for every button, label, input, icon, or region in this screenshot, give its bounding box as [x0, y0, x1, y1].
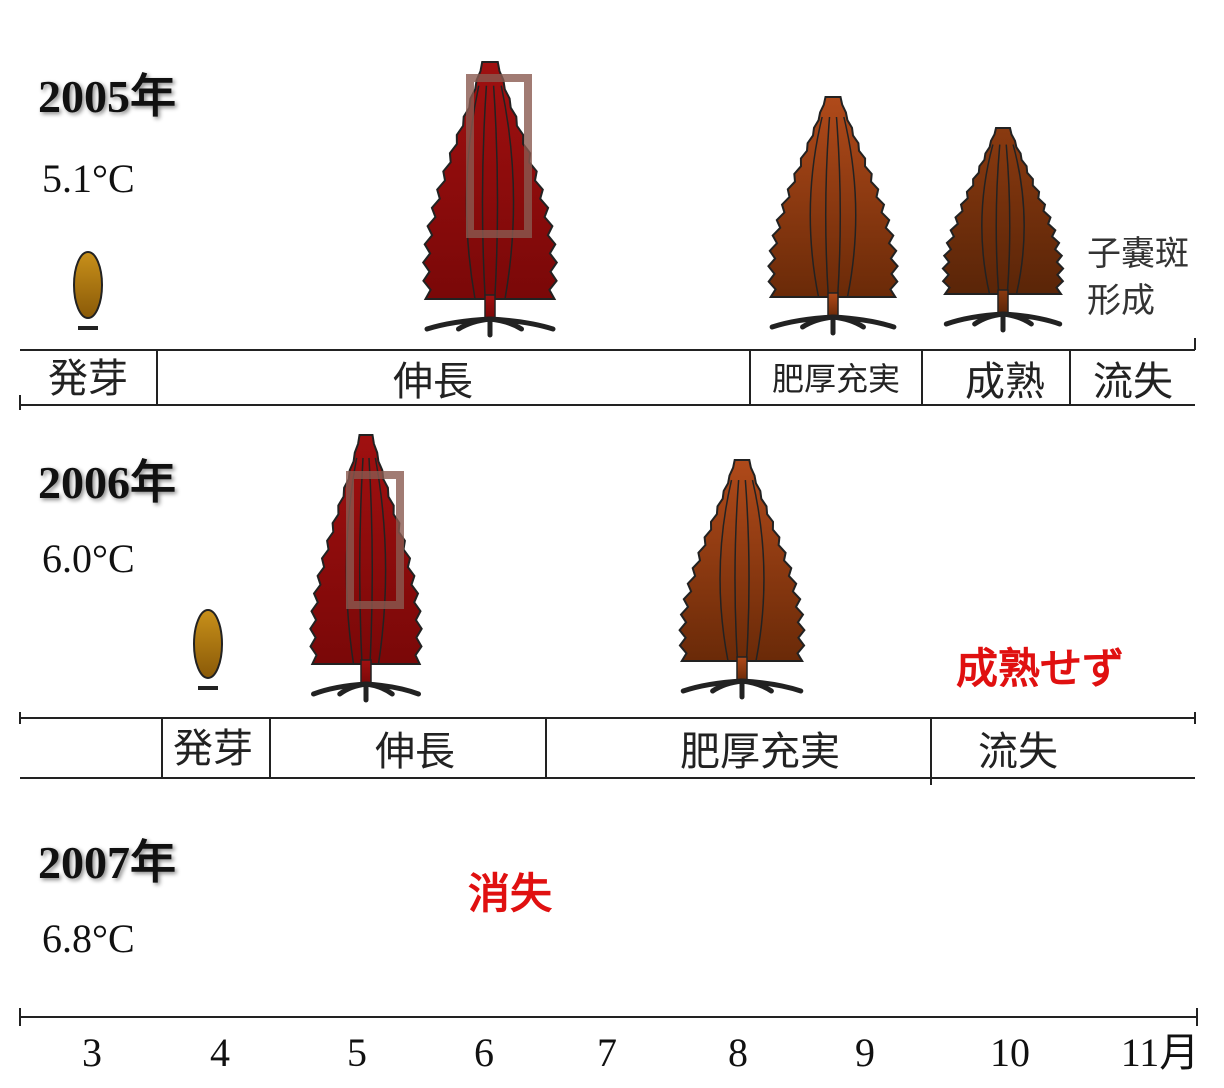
- kelp-vein: [843, 116, 857, 298]
- month-label: 4: [210, 1030, 230, 1075]
- sprout-blade: [73, 251, 103, 319]
- kelp-stipe: [997, 289, 1009, 315]
- kelp-vein: [1005, 144, 1011, 295]
- note: 形成: [1087, 281, 1155, 321]
- stage-label: 流失: [1093, 359, 1173, 405]
- month-label: 11月: [1121, 1030, 1200, 1075]
- kelp-vein: [824, 116, 831, 298]
- stage-label: 伸長: [375, 729, 455, 775]
- month-label: 5: [347, 1030, 367, 1075]
- month-label: 6: [474, 1030, 494, 1075]
- kelp-vein: [492, 85, 499, 300]
- month-axis: [19, 1008, 1198, 1026]
- kelp-vein: [374, 457, 387, 665]
- kelp-vein: [981, 144, 994, 295]
- stage-label: 成熟: [965, 359, 1045, 405]
- kelp-vein: [809, 116, 823, 298]
- month-label: 7: [597, 1030, 617, 1075]
- kelp-vein: [995, 144, 1001, 295]
- kelp-root: [337, 681, 369, 697]
- stage-label: 肥厚充実: [772, 360, 900, 398]
- kelp-stipe: [484, 294, 496, 320]
- kelp-vein: [368, 457, 374, 665]
- kelp-root: [1000, 311, 1063, 327]
- kelp-vein: [734, 480, 740, 662]
- month-label: 8: [728, 1030, 748, 1075]
- kelp-vein: [1012, 144, 1025, 295]
- kelp-blade: [421, 61, 559, 300]
- note: 子嚢斑: [1087, 234, 1189, 274]
- temperature: 5.1°C: [42, 156, 135, 201]
- month-label: 10: [990, 1030, 1030, 1075]
- kelp-blade: [767, 96, 899, 298]
- kelp-root: [800, 314, 836, 330]
- temperature: 6.0°C: [42, 536, 135, 581]
- stage-label: 発芽: [173, 726, 253, 772]
- kelp-root: [830, 314, 897, 330]
- kelp: [941, 127, 1065, 333]
- stage-bar: [19, 712, 1196, 785]
- kelp-blade: [941, 127, 1065, 295]
- kelp: [678, 459, 806, 700]
- kelp-blade: [309, 434, 423, 665]
- kelp: [309, 434, 423, 703]
- kelp-root: [487, 316, 556, 332]
- kelp-vein: [719, 479, 733, 662]
- sprout: [193, 609, 223, 690]
- kelp-root: [363, 681, 421, 697]
- month-label: 9: [855, 1030, 875, 1075]
- kelp-root: [972, 311, 1006, 327]
- stage-label: 肥厚充実: [680, 729, 840, 775]
- kelp-blade: [678, 459, 806, 662]
- month-labels: 3 4 5 6 7 8 9 10 11月: [82, 1030, 1199, 1075]
- stage-label: 発芽: [48, 356, 128, 402]
- year: 2007年: [38, 837, 176, 888]
- month-label: 3: [82, 1030, 102, 1075]
- kelp-stipe: [736, 656, 748, 682]
- note: 成熟せず: [956, 644, 1124, 693]
- kelp-root: [456, 316, 493, 332]
- stage-label: 伸長: [393, 359, 473, 405]
- kelp-root: [710, 678, 745, 694]
- stage-label: 流失: [978, 729, 1058, 775]
- note: 消失: [468, 869, 553, 918]
- kelp-vein: [500, 85, 515, 300]
- kelp-vein: [358, 457, 364, 665]
- kelp-stipe: [360, 659, 372, 685]
- year: 2006年: [38, 457, 176, 508]
- kelp-vein: [751, 479, 765, 662]
- kelp-vein: [835, 116, 842, 298]
- kelp-vein: [744, 480, 750, 662]
- stage-bar: [19, 338, 1196, 410]
- kelp: [421, 61, 559, 338]
- kelp-stipe: [827, 292, 839, 318]
- year: 2005年: [38, 71, 176, 122]
- kelp-root: [739, 678, 804, 694]
- sprout: [73, 251, 103, 330]
- kelp: [767, 96, 899, 336]
- temperature: 6.8°C: [42, 916, 135, 961]
- kelp-vein: [481, 85, 488, 300]
- sprout-blade: [193, 609, 223, 679]
- kelp-illustrations: [73, 61, 1065, 703]
- sorus: [346, 471, 404, 609]
- sorus: [466, 74, 532, 238]
